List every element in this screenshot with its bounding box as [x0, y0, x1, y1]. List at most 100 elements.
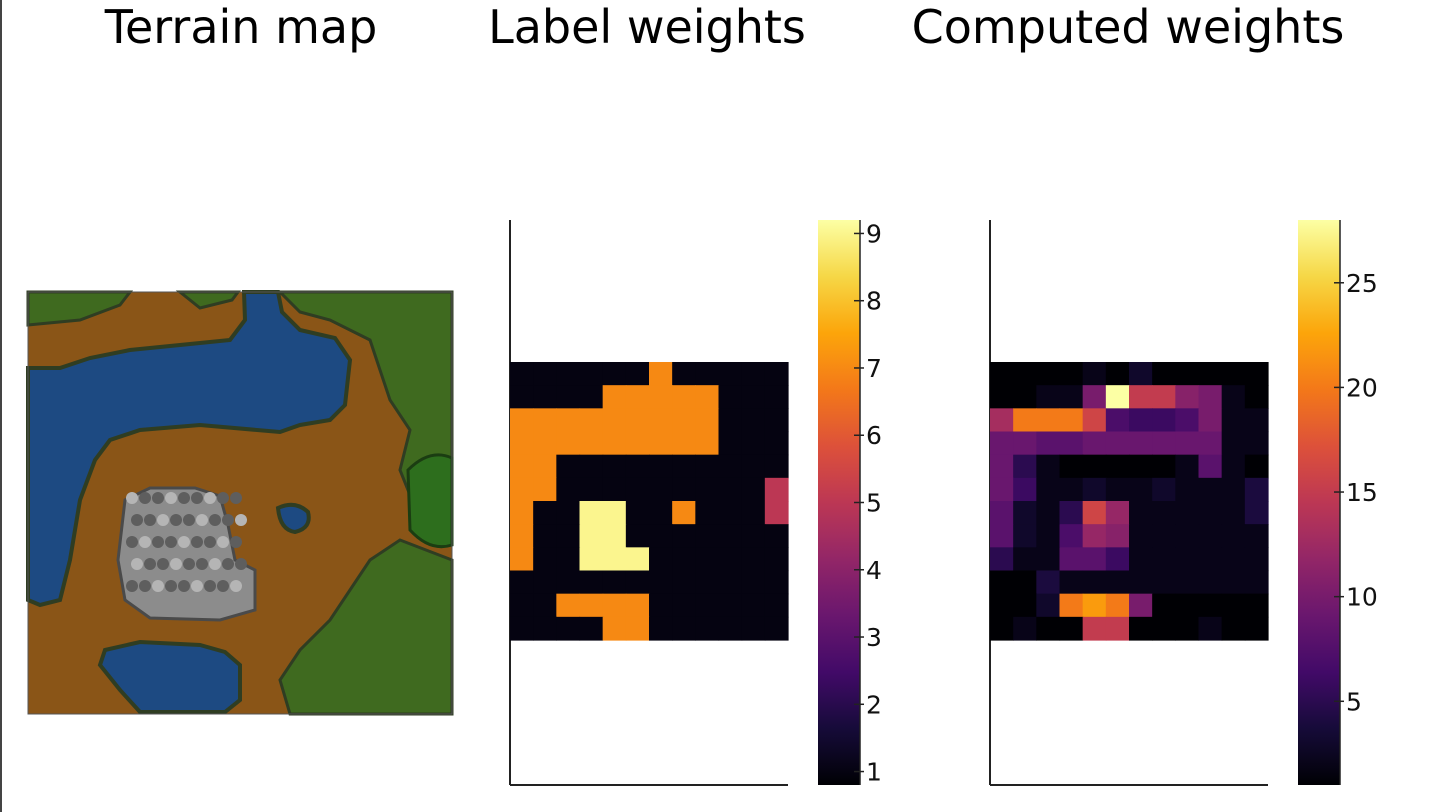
terrain-rock-texture: [222, 558, 234, 570]
heatmap-cell: [1221, 570, 1246, 595]
heatmap-cell: [1198, 454, 1223, 479]
heatmap-cell: [533, 454, 557, 479]
heatmap-cell: [764, 616, 789, 641]
heatmap-cell: [1221, 547, 1246, 572]
heatmap-cell: [990, 570, 1014, 595]
heatmap-cell: [1082, 477, 1107, 502]
heatmap-cell: [1221, 362, 1246, 386]
heatmap-cell: [510, 431, 534, 456]
heatmap-cell: [1036, 593, 1061, 618]
heatmap-cell: [1082, 385, 1107, 409]
heatmap-cell: [1129, 501, 1153, 525]
heatmap-cell: [649, 408, 673, 433]
heatmap-cell: [1105, 362, 1130, 386]
heatmap-cell: [510, 616, 534, 641]
heatmap-cell: [1244, 431, 1269, 456]
heatmap-cell: [1059, 547, 1084, 572]
terrain-rock-texture: [144, 514, 156, 526]
heatmap-cell: [695, 477, 720, 502]
heatmap-cell: [579, 477, 604, 502]
heatmap-cell: [672, 593, 696, 618]
heatmap-cell: [741, 501, 766, 525]
heatmap-cell: [556, 362, 581, 386]
heatmap-cell: [1105, 501, 1130, 525]
heatmap-cell: [741, 524, 766, 548]
heatmap-cell: [1036, 385, 1061, 409]
heatmap-cell: [510, 454, 534, 479]
terrain-rock-texture: [191, 536, 203, 548]
heatmap-cell: [741, 616, 766, 641]
heatmap-cell: [625, 524, 650, 548]
heatmap-cell: [741, 570, 766, 595]
heatmap-cell: [764, 477, 789, 502]
heatmap-cell: [672, 570, 696, 595]
heatmap-cell: [1082, 547, 1107, 572]
terrain-rock-texture: [235, 514, 247, 526]
heatmap-cell: [990, 501, 1014, 525]
heatmap-cell: [672, 547, 696, 572]
terrain-border: [27, 291, 453, 715]
heatmap-cell: [1013, 593, 1037, 618]
heatmap-cell: [1152, 385, 1176, 409]
heatmap-cell: [1013, 501, 1037, 525]
heatmap-cell: [764, 362, 789, 386]
colorbar-tick-label: 9: [866, 219, 882, 248]
heatmap-cell: [695, 362, 720, 386]
heatmap-cell: [649, 431, 673, 456]
heatmap-cell: [718, 454, 743, 479]
terrain-water: [275, 502, 311, 535]
heatmap-cell: [764, 431, 789, 456]
heatmap-cell: [533, 524, 557, 548]
terrain-rock-texture: [235, 558, 247, 570]
heatmap-cell: [764, 593, 789, 618]
heatmap-cell: [764, 501, 789, 525]
heatmap-cell: [1152, 570, 1176, 595]
heatmap-cell: [1175, 477, 1200, 502]
heatmap-cell: [1175, 385, 1200, 409]
heatmap-cell: [1244, 362, 1269, 386]
heatmap-cell: [602, 547, 627, 572]
heatmap-cell: [1105, 593, 1130, 618]
heatmap-cell: [1105, 524, 1130, 548]
heatmap-cell: [556, 570, 581, 595]
heatmap-cell: [1036, 616, 1061, 641]
heatmap-cell: [533, 431, 557, 456]
terrain-water: [97, 639, 242, 714]
heatmap-cell: [533, 547, 557, 572]
terrain-rock-texture: [191, 580, 203, 592]
terrain-rock-texture: [152, 580, 164, 592]
heatmap-cell: [1013, 477, 1037, 502]
heatmap-cell: [1059, 454, 1084, 479]
colorbar-tick-label: 7: [866, 354, 882, 383]
heatmap-cell: [625, 477, 650, 502]
heatmap-cell: [1059, 501, 1084, 525]
heatmap-cell: [1129, 454, 1153, 479]
heatmap-cell: [602, 385, 627, 409]
heatmap-cell: [1175, 524, 1200, 548]
heatmap-cell: [1244, 454, 1269, 479]
heatmap-cell: [695, 593, 720, 618]
heatmap-cell: [1129, 524, 1153, 548]
heatmap-cell: [556, 385, 581, 409]
heatmap-cell: [1105, 570, 1130, 595]
heatmap-cell: [510, 385, 534, 409]
terrain-rock-texture: [204, 536, 216, 548]
heatmap-cell: [510, 362, 534, 386]
heatmap-cell: [1221, 593, 1246, 618]
heatmap-cell: [990, 362, 1014, 386]
heatmap-cell: [1198, 616, 1223, 641]
terrain-rock-texture: [165, 580, 177, 592]
heatmap-cell: [1013, 408, 1037, 433]
heatmap-cell: [990, 431, 1014, 456]
heatmap-cell: [672, 501, 696, 525]
terrain-rock-texture: [126, 536, 138, 548]
heatmap-cell: [1244, 501, 1269, 525]
heatmap-cell: [1175, 501, 1200, 525]
heatmap-cell: [1152, 362, 1176, 386]
heatmap-cell: [1221, 431, 1246, 456]
heatmap-cell: [718, 570, 743, 595]
heatmap-cell: [1082, 408, 1107, 433]
heatmap-cell: [1175, 408, 1200, 433]
